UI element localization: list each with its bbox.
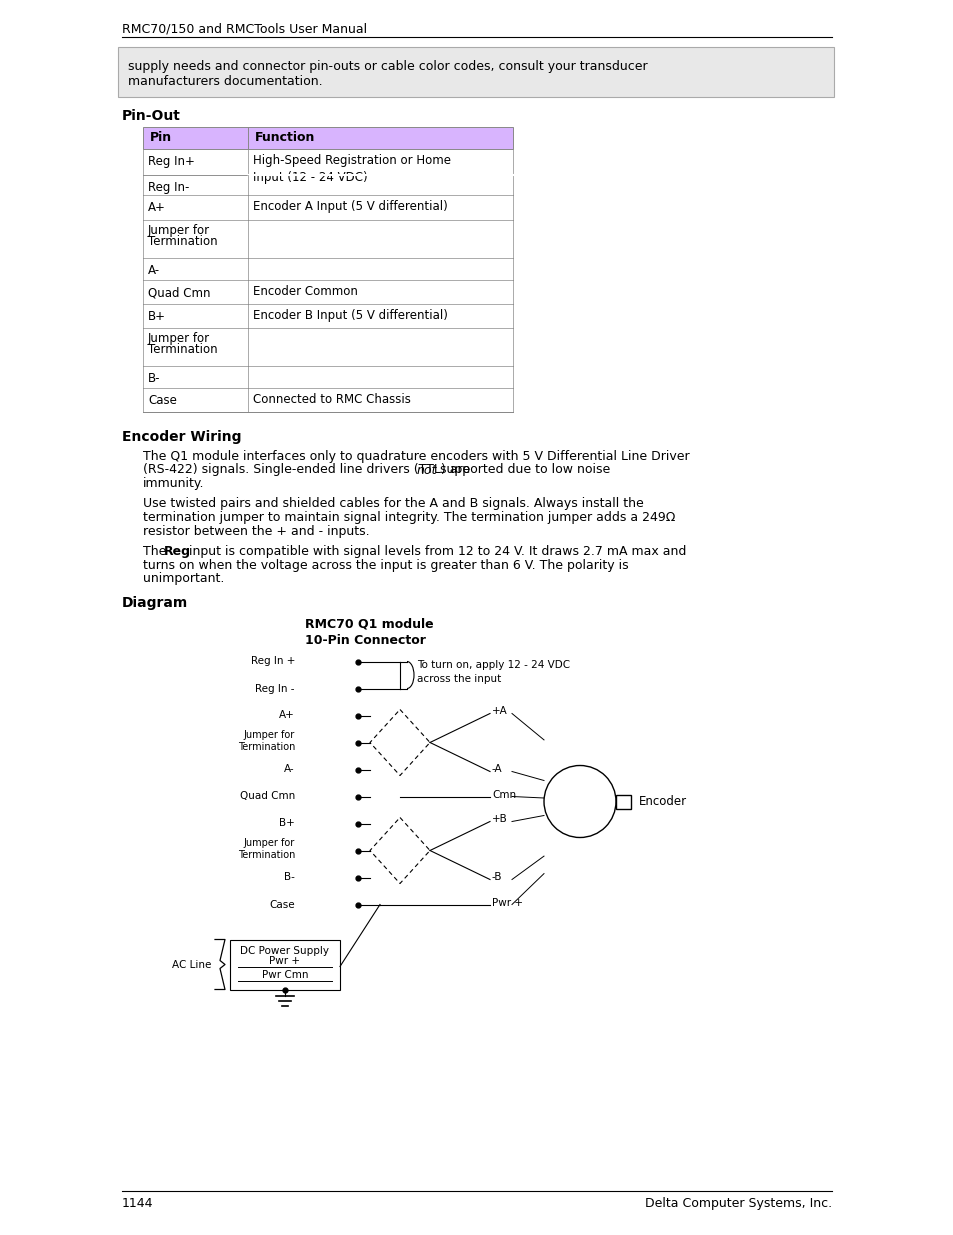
Text: -A: -A (492, 764, 502, 774)
Text: termination jumper to maintain signal integrity. The termination jumper adds a 2: termination jumper to maintain signal in… (143, 511, 675, 524)
Text: To turn on, apply 12 - 24 VDC: To turn on, apply 12 - 24 VDC (416, 659, 570, 669)
Text: Function: Function (254, 131, 315, 144)
Text: Jumper for: Jumper for (148, 332, 210, 345)
Text: Encoder B Input (5 V differential): Encoder B Input (5 V differential) (253, 309, 447, 322)
Text: High-Speed Registration or Home
Input (12 - 24 VDC): High-Speed Registration or Home Input (1… (253, 154, 451, 184)
Text: 1144: 1144 (122, 1197, 153, 1210)
Text: Termination: Termination (237, 741, 294, 752)
Text: Quad Cmn: Quad Cmn (148, 287, 211, 299)
Text: Pin-Out: Pin-Out (122, 109, 181, 124)
Text: unimportant.: unimportant. (143, 572, 224, 585)
Text: Jumper for: Jumper for (148, 224, 210, 237)
Text: Case: Case (148, 394, 176, 408)
Text: Reg In +: Reg In + (251, 657, 294, 667)
Text: B+: B+ (148, 310, 166, 324)
Text: Termination: Termination (148, 235, 217, 248)
Text: supply needs and connector pin-outs or cable color codes, consult your transduce: supply needs and connector pin-outs or c… (128, 61, 647, 73)
Text: Encoder Common: Encoder Common (253, 285, 357, 298)
Text: Connected to RMC Chassis: Connected to RMC Chassis (253, 393, 411, 406)
Text: turns on when the voltage across the input is greater than 6 V. The polarity is: turns on when the voltage across the inp… (143, 558, 628, 572)
Text: immunity.: immunity. (143, 477, 204, 490)
FancyBboxPatch shape (143, 127, 513, 149)
Text: RMC70 Q1 module: RMC70 Q1 module (305, 618, 434, 631)
Text: Pin: Pin (150, 131, 172, 144)
Text: manufacturers documentation.: manufacturers documentation. (128, 75, 322, 88)
Text: Jumper for: Jumper for (244, 730, 294, 741)
Text: Use twisted pairs and shielded cables for the A and B signals. Always install th: Use twisted pairs and shielded cables fo… (143, 498, 643, 510)
Text: Encoder Wiring: Encoder Wiring (122, 430, 241, 445)
Text: Delta Computer Systems, Inc.: Delta Computer Systems, Inc. (644, 1197, 831, 1210)
Text: resistor between the + and - inputs.: resistor between the + and - inputs. (143, 525, 369, 537)
Text: B-: B- (284, 872, 294, 883)
Text: Termination: Termination (148, 343, 217, 356)
Text: +B: +B (492, 815, 507, 825)
Text: Jumper for: Jumper for (244, 839, 294, 848)
Text: A+: A+ (148, 201, 166, 214)
Text: A+: A+ (279, 710, 294, 720)
Text: DC Power Supply: DC Power Supply (240, 946, 329, 956)
Text: Pwr Cmn: Pwr Cmn (261, 969, 308, 979)
Text: across the input: across the input (416, 673, 500, 683)
Text: A-: A- (148, 264, 160, 277)
Text: Pwr +: Pwr + (269, 956, 300, 966)
FancyBboxPatch shape (230, 940, 339, 989)
Text: Diagram: Diagram (122, 595, 188, 610)
Text: supported due to low noise: supported due to low noise (436, 463, 610, 477)
Text: 10-Pin Connector: 10-Pin Connector (305, 634, 425, 646)
Text: input is compatible with signal levels from 12 to 24 V. It draws 2.7 mA max and: input is compatible with signal levels f… (185, 545, 685, 558)
Text: Reg In-: Reg In- (148, 182, 190, 194)
FancyBboxPatch shape (118, 47, 833, 98)
Text: +A: +A (492, 706, 507, 716)
Text: Case: Case (269, 899, 294, 909)
Text: not: not (416, 463, 436, 477)
FancyBboxPatch shape (616, 794, 630, 809)
Text: A-: A- (284, 764, 294, 774)
Text: Encoder A Input (5 V differential): Encoder A Input (5 V differential) (253, 200, 447, 212)
Text: The Q1 module interfaces only to quadrature encoders with 5 V Differential Line : The Q1 module interfaces only to quadrat… (143, 450, 689, 463)
Text: Reg: Reg (164, 545, 191, 558)
Text: Termination: Termination (237, 850, 294, 860)
Text: (RS-422) signals. Single-ended line drivers (TTL) are: (RS-422) signals. Single-ended line driv… (143, 463, 474, 477)
Text: The: The (143, 545, 171, 558)
Text: RMC70/150 and RMCTools User Manual: RMC70/150 and RMCTools User Manual (122, 23, 367, 36)
Text: Quad Cmn: Quad Cmn (239, 792, 294, 802)
Text: Encoder: Encoder (639, 795, 686, 808)
Text: Reg In+: Reg In+ (148, 156, 194, 168)
Text: Cmn: Cmn (492, 789, 516, 799)
Text: -B: -B (492, 872, 502, 883)
Text: B-: B- (148, 372, 160, 385)
Text: Reg In -: Reg In - (255, 683, 294, 694)
Text: Pwr +: Pwr + (492, 898, 522, 908)
Text: AC Line: AC Line (172, 960, 211, 969)
Text: B+: B+ (279, 819, 294, 829)
